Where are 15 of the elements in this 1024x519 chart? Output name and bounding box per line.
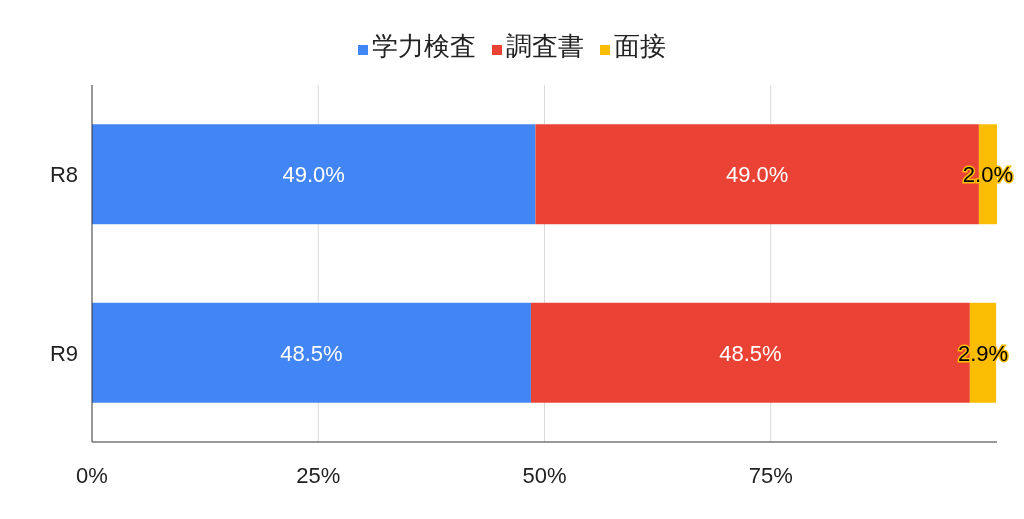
legend-label: 面接 (614, 31, 666, 61)
data-label: 49.0% (282, 162, 345, 188)
x-tick-label: 75% (748, 463, 793, 488)
y-tick-label: R8 (49, 162, 78, 188)
y-tick-label: R9 (49, 340, 78, 366)
data-label: 48.5% (719, 340, 782, 366)
data-label: 48.5% (280, 340, 343, 366)
x-tick-label: 50% (522, 463, 567, 488)
legend-label: 学力検査 (372, 31, 476, 61)
bar (92, 124, 536, 225)
legend-label: 調査書 (506, 31, 584, 61)
bar (92, 302, 531, 403)
x-tick-label: 25% (296, 463, 341, 488)
x-tick-label: 0% (76, 463, 108, 488)
data-label: 49.0% (725, 162, 789, 188)
